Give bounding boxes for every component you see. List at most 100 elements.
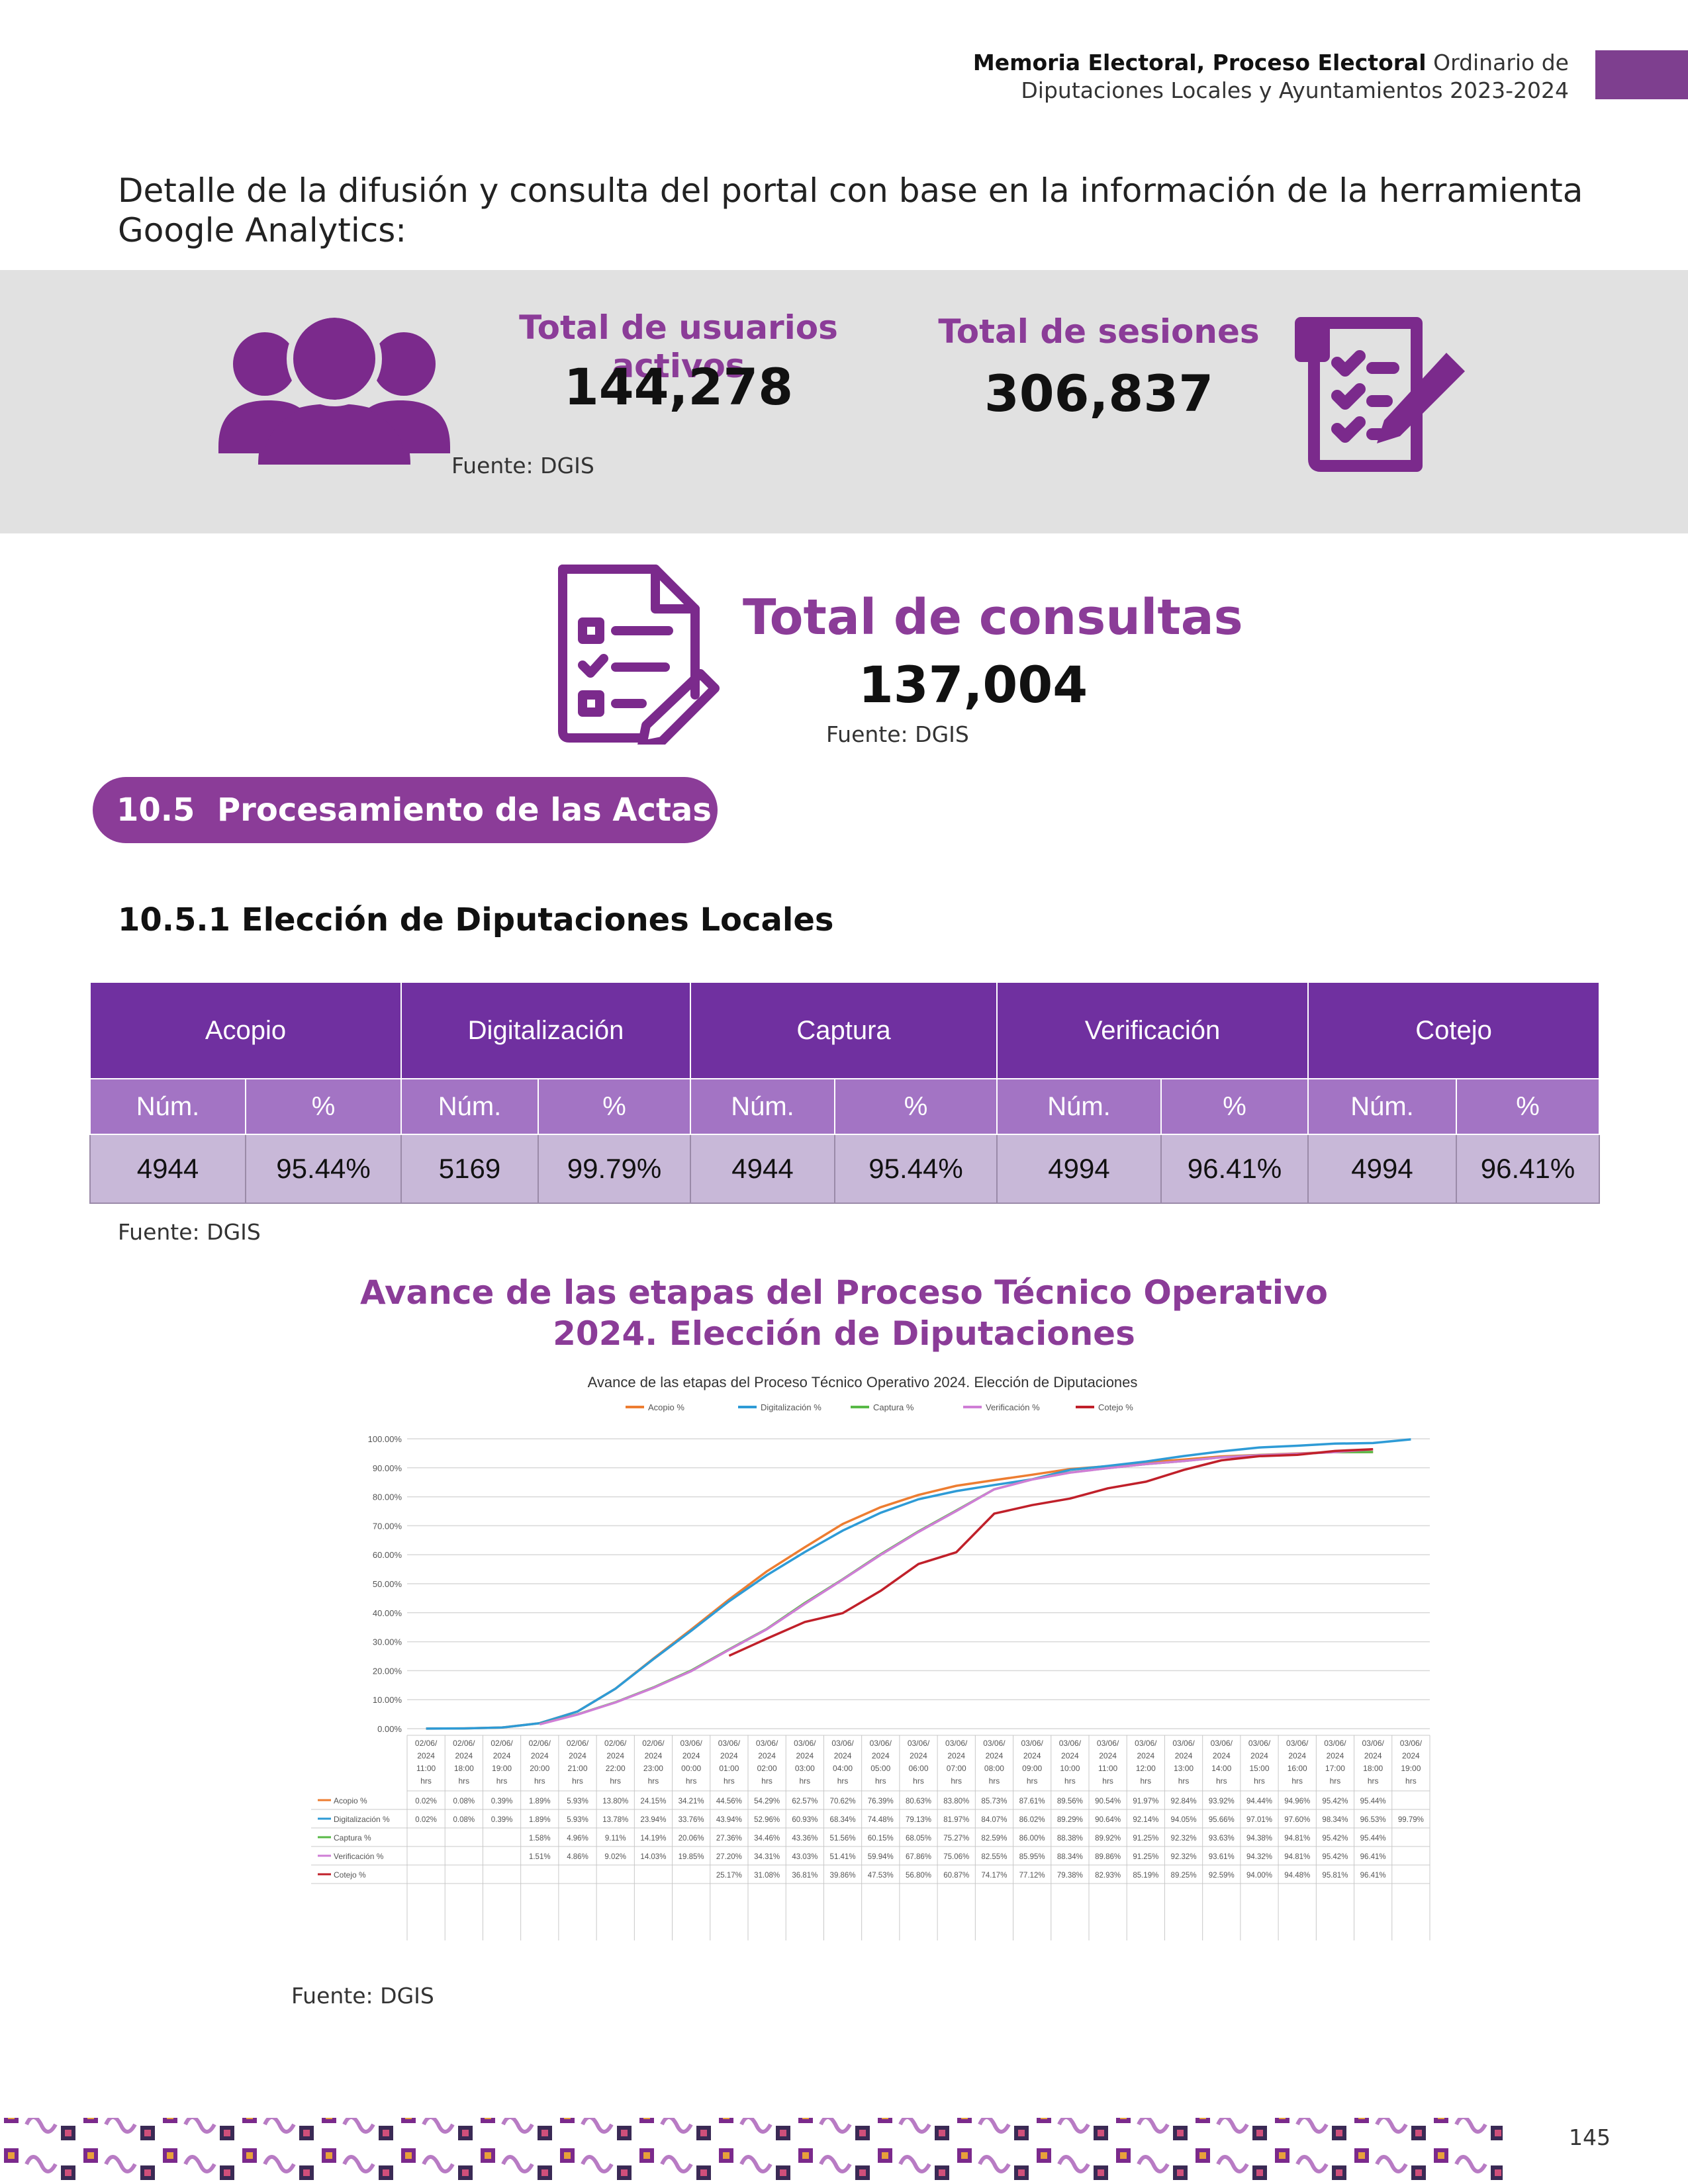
x-tick-label: 2024 [758, 1751, 776, 1760]
x-tick-label: 03/06/ [1135, 1739, 1157, 1748]
x-tick-label: 10:00 [1060, 1764, 1080, 1773]
x-tick-label: hrs [1405, 1776, 1417, 1786]
y-tick-label: 90.00% [373, 1463, 402, 1473]
y-tick-label: 100.00% [368, 1434, 402, 1444]
data-table-cell: 19.85% [679, 1853, 704, 1861]
x-tick-label: hrs [1330, 1776, 1341, 1786]
y-tick-label: 10.00% [373, 1695, 402, 1705]
x-tick-label: 03/06/ [908, 1739, 930, 1748]
page-number: 145 [1569, 2124, 1611, 2150]
data-table-cell: 79.38% [1057, 1872, 1083, 1880]
subheader-cell: % [537, 1078, 692, 1135]
data-table-series-label: Captura % [334, 1833, 371, 1843]
running-header-bold: Memoria Electoral, Proceso Electoral [972, 50, 1427, 75]
sessions-stat-value: 306,837 [984, 364, 1214, 423]
subheader-cell: Núm. [996, 1078, 1162, 1135]
x-tick-label: 20:00 [530, 1764, 549, 1773]
x-tick-label: 2024 [720, 1751, 738, 1760]
x-tick-label: 03/06/ [756, 1739, 778, 1748]
x-tick-label: hrs [648, 1776, 659, 1786]
x-tick-label: 2024 [834, 1751, 852, 1760]
x-tick-label: 08:00 [984, 1764, 1004, 1773]
document-checklist-icon [558, 565, 720, 745]
x-tick-label: 03/06/ [1286, 1739, 1309, 1748]
data-table-cell: 94.48% [1284, 1872, 1310, 1880]
x-tick-label: 00:00 [681, 1764, 701, 1773]
data-table-series-label: Verificación % [334, 1852, 384, 1861]
data-table-cell: 25.17% [716, 1872, 742, 1880]
x-tick-label: 23:00 [643, 1764, 663, 1773]
x-tick-label: 05:00 [870, 1764, 890, 1773]
data-table-cell: 95.44% [1360, 1835, 1386, 1843]
data-table-cell: 4.86% [567, 1853, 588, 1861]
x-tick-label: 2024 [1213, 1751, 1231, 1760]
data-table-cell: 68.34% [830, 1816, 856, 1824]
running-header-line-1: Memoria Electoral, Proceso Electoral Ord… [774, 49, 1569, 77]
data-table-cell: 89.25% [1171, 1872, 1197, 1880]
data-table-cell: 36.81% [792, 1872, 818, 1880]
x-tick-label: 03/06/ [1021, 1739, 1043, 1748]
data-table-cell: 84.07% [981, 1816, 1007, 1824]
subsection-heading: 10.5.1 Elección de Diputaciones Locales [118, 901, 834, 938]
chart-source: Fuente: DGIS [291, 1983, 434, 2009]
x-tick-label: hrs [572, 1776, 583, 1786]
x-tick-label: 02/06/ [491, 1739, 513, 1748]
stage-header-cotejo: Cotejo [1307, 981, 1601, 1079]
table-cell: 4944 [89, 1134, 246, 1204]
data-table-cell: 60.87% [943, 1872, 969, 1880]
data-table-cell: 94.05% [1171, 1816, 1197, 1824]
x-tick-label: 03:00 [795, 1764, 815, 1773]
section-number: 10.5 [117, 792, 195, 829]
intro-paragraph: Detalle de la difusión y consulta del po… [118, 171, 1583, 250]
data-table-cell: 98.34% [1322, 1816, 1348, 1824]
data-table-cell: 83.80% [943, 1797, 969, 1805]
data-table-cell: 94.32% [1246, 1853, 1272, 1861]
users-stat-label: Total de usuarios activos [519, 308, 838, 385]
table-stage-header-row: Acopio Digitalización Captura Verificaci… [89, 981, 1601, 1079]
x-tick-label: 02/06/ [567, 1739, 589, 1748]
x-tick-label: 12:00 [1136, 1764, 1156, 1773]
x-tick-label: 15:00 [1249, 1764, 1269, 1773]
table-cell: 4944 [690, 1134, 836, 1204]
legend-label: Cotejo % [1098, 1402, 1133, 1412]
data-table-cell: 60.15% [868, 1835, 894, 1843]
data-table-cell: 24.15% [640, 1797, 666, 1805]
data-table-cell: 80.63% [906, 1797, 931, 1805]
legend-label: Digitalización % [761, 1402, 821, 1412]
chart-panel: Avance de las etapas del Proceso Técnico… [291, 1367, 1434, 1958]
data-table-cell: 81.97% [943, 1816, 969, 1824]
y-tick-label: 0.00% [377, 1724, 402, 1734]
y-tick-label: 50.00% [373, 1579, 402, 1589]
data-table-cell: 77.12% [1019, 1872, 1045, 1880]
stage-header-acopio: Acopio [89, 981, 402, 1079]
x-tick-label: 04:00 [833, 1764, 853, 1773]
data-table-cell: 86.00% [1019, 1835, 1045, 1843]
series-line [539, 1447, 1374, 1726]
stats-source: Fuente: DGIS [451, 453, 594, 478]
subheader-cell: Núm. [1307, 1078, 1458, 1135]
data-table-cell: 44.56% [716, 1797, 742, 1805]
section-title: Procesamiento de las Actas [217, 792, 712, 829]
data-table-cell: 93.92% [1209, 1797, 1235, 1805]
data-table-cell: 52.96% [754, 1816, 780, 1824]
x-tick-label: 03/06/ [945, 1739, 968, 1748]
x-tick-label: 2024 [417, 1751, 435, 1760]
data-table-cell: 1.58% [529, 1835, 551, 1843]
data-table-cell: 74.48% [868, 1816, 894, 1824]
data-table-cell: 87.61% [1019, 1797, 1045, 1805]
x-tick-label: 2024 [531, 1751, 549, 1760]
y-tick-label: 30.00% [373, 1637, 402, 1647]
x-tick-label: 03/06/ [1400, 1739, 1423, 1748]
x-tick-label: 02:00 [757, 1764, 777, 1773]
consultas-stat-label: Total de consultas [743, 589, 1243, 646]
data-table-cell: 88.38% [1057, 1835, 1083, 1843]
x-tick-label: 07:00 [947, 1764, 966, 1773]
table-cell: 95.44% [834, 1134, 998, 1204]
table-cell: 4994 [1307, 1134, 1458, 1204]
data-table-cell: 70.62% [830, 1797, 856, 1805]
stage-header-digitalizacion: Digitalización [400, 981, 692, 1079]
x-tick-label: hrs [1027, 1776, 1038, 1786]
x-tick-label: 06:00 [908, 1764, 928, 1773]
data-table-cell: 4.96% [567, 1835, 588, 1843]
x-tick-label: 03/06/ [794, 1739, 816, 1748]
